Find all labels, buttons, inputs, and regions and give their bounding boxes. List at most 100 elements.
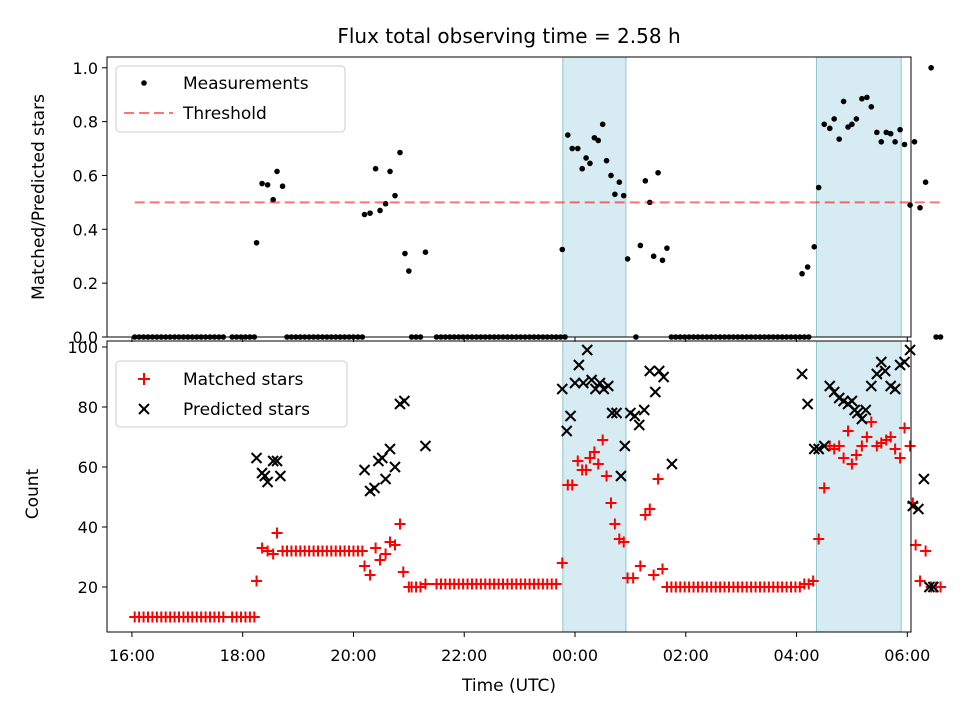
matched-star-point [566,479,578,491]
y-tick-label: 40 [78,518,98,537]
legend-measurements-marker [141,80,147,86]
measurement-point [616,179,623,185]
predicted-star-point [398,395,411,407]
predicted-star-point [577,377,590,389]
matched-star-point [256,542,268,554]
y-tick-label: 0.4 [73,220,98,239]
predicted-star-point [657,371,670,383]
x-tick-label: 18:00 [220,646,266,665]
y-tick-label: 80 [78,398,98,417]
matched-star-point [627,572,639,584]
matched-star-point [935,581,947,593]
predicted-star-point [633,419,645,431]
predicted-star-point [250,452,263,464]
measurement-point [574,145,581,152]
legend-predicted-marker [138,403,150,415]
predicted-star-point [904,344,916,356]
measurement-point [387,168,393,175]
bottom-x-ticks: 16:00 18:00 20:00 22:00 00:00 02:00 04:00 06:00 [109,632,930,665]
predicted-star-point [875,356,887,368]
y-tick-label: 0.6 [73,166,98,185]
x-tick-label: 20:00 [330,646,376,665]
matched-star-point [850,449,862,461]
matched-star-point [556,557,568,569]
measurement-point [878,139,885,145]
bottom-legend-box [115,360,348,428]
measurement-point [579,165,585,172]
observing-windows-top [562,56,902,338]
matched-star-point [267,548,279,560]
predicted-star-point [615,470,627,482]
matched-star-point [634,560,646,572]
predicted-star-point [384,443,396,455]
measurement-point [815,184,822,191]
measurement-point [840,98,847,105]
predicted-star-point [358,464,371,476]
predicted-star-point [589,383,602,395]
y-tick-label: 0.8 [73,113,98,132]
predicted-star-point [898,356,911,368]
x-tick-label: 00:00 [552,646,598,665]
matched-star-point [618,536,630,548]
top-legend: Measurements Threshold [115,65,346,133]
matched-star-point [397,566,409,578]
measurement-point [849,121,855,128]
predicted-star-point [666,458,678,470]
measurement-point [836,136,842,142]
measurement-point [422,249,429,255]
predicted-star-point [610,407,623,419]
predicted-star-point [851,407,864,419]
predicted-star-point [274,470,287,482]
predicted-star-point [918,473,930,485]
measurement-point [937,334,944,340]
measurement-point [664,245,670,251]
matched-star-point [248,611,260,623]
measurement-point [826,125,833,132]
measurement-point [892,139,898,145]
measurement-point [595,137,602,144]
measurement-point [603,157,610,164]
matched-star-point [899,422,911,434]
matched-star-point [920,545,932,557]
matched-star-point [370,542,382,554]
predicted-star-point [796,368,808,380]
matched-star-point [262,545,274,557]
measurement-point [811,244,818,250]
legend-matched-label: Matched stars [183,370,303,390]
measurement-point [922,179,929,185]
measurement-point [831,116,837,122]
predicted-star-point [644,365,656,377]
predicted-star-point [368,482,381,494]
matched-star-point [856,440,868,452]
matched-star-point [657,563,669,575]
predicted-star-point [638,404,650,416]
matched-star-point [914,575,926,587]
matched-star-point [885,431,897,443]
top-legend-box [115,65,346,133]
y-tick-label: 1.0 [73,59,98,78]
predicted-star-point [376,452,388,464]
matched-star-point [419,578,431,590]
bottom-y-axis-label: Count [23,468,43,519]
legend-predicted-label: Predicted stars [183,400,310,420]
predicted-star-point [581,344,593,356]
measurement-point [583,155,589,161]
measurement-point [406,268,412,274]
legend-matched-marker [138,373,150,385]
measurement-point [911,139,918,145]
measurement-point [799,270,805,277]
matched-star-point [601,470,613,482]
y-tick-label: 20 [78,578,98,597]
measurement-point [655,169,661,176]
matched-star-point [584,452,596,464]
predicted-star-point [267,455,279,467]
matched-star-point [833,440,845,452]
bottom-axes-frame [106,340,912,633]
measurement-point [559,246,566,253]
figure-title: Flux total observing time = 2.58 h [337,24,680,48]
observing-window-span [815,56,902,338]
measurement-point [377,207,383,214]
observing-windows-bottom [562,340,902,633]
predicted-star-point [602,380,614,392]
predicted-star-point [261,476,274,488]
